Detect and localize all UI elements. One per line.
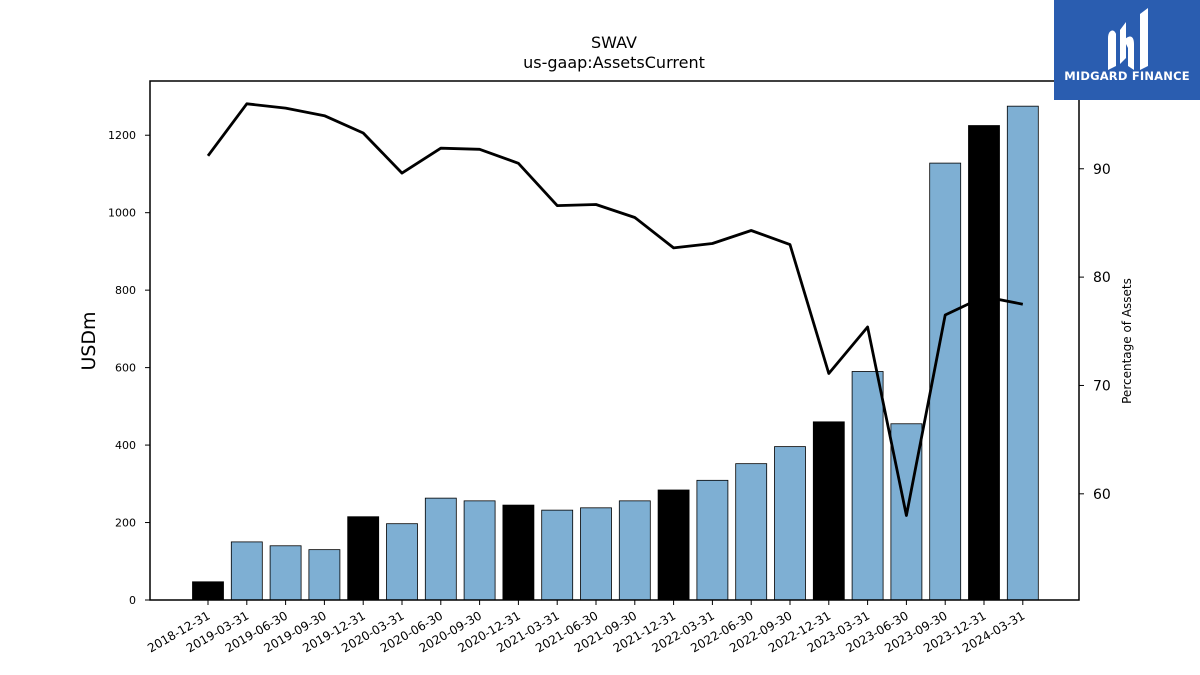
bar-2024-03-31 — [1006, 105, 1039, 601]
bar-2020-06-30 — [424, 497, 457, 601]
x-axis: 2018-12-312019-03-312019-06-302019-09-30… — [145, 600, 1027, 655]
y2-tick-label: 70 — [1093, 378, 1111, 394]
bar-2022-03-31 — [696, 479, 729, 601]
chart-title: SWAV — [591, 33, 637, 52]
plot-frame — [149, 80, 1080, 601]
y-axis-label: USDm — [78, 311, 100, 370]
y-tick-label: 800 — [115, 284, 136, 297]
bar-2023-09-30 — [929, 162, 962, 601]
bar-2023-12-31 — [968, 125, 1000, 601]
y2-tick-label: 90 — [1093, 162, 1111, 178]
bar-2018-12-31 — [192, 581, 224, 601]
bar-2020-03-31 — [386, 523, 418, 601]
chart-subtitle: us-gaap:AssetsCurrent — [523, 53, 705, 72]
y-tick-label: 600 — [115, 362, 136, 375]
bar-2022-09-30 — [774, 446, 806, 601]
y2-tick-label: 60 — [1093, 487, 1111, 503]
bar-2023-03-31 — [851, 371, 884, 601]
bar-2019-12-31 — [347, 516, 380, 601]
left-axis: 0 200 400 600 800 1000 1200 — [108, 129, 150, 607]
y-tick-label: 1000 — [108, 207, 136, 220]
y-tick-label: 1200 — [108, 129, 136, 142]
percentage-line — [206, 102, 1024, 517]
y2-tick-label: 80 — [1093, 270, 1111, 286]
bar-2021-12-31 — [657, 489, 690, 601]
bar-2021-09-30 — [618, 500, 651, 601]
y2-axis-label: Percentage of Assets — [1120, 278, 1134, 404]
bar-2020-12-31 — [502, 504, 535, 601]
y-tick-label: 400 — [115, 439, 136, 452]
midgard-m-icon — [1108, 8, 1148, 70]
y-tick-label: 200 — [115, 517, 136, 530]
bar-2021-03-31 — [541, 509, 574, 601]
bar-2022-12-31 — [812, 421, 845, 601]
bar-2020-09-30 — [463, 500, 496, 601]
bar-2021-06-30 — [580, 507, 612, 601]
bar-2019-06-30 — [269, 545, 302, 601]
bars-layer — [192, 105, 1039, 601]
right-axis: 60 70 80 90 — [1079, 162, 1111, 503]
y-tick-label: 0 — [129, 594, 136, 607]
line-layer — [206, 102, 1024, 517]
brand-name: MIDGARD FINANCE — [1064, 69, 1190, 83]
bar-2019-09-30 — [308, 549, 341, 601]
bar-2022-06-30 — [735, 463, 768, 601]
bar-2019-03-31 — [230, 541, 263, 601]
brand-logo: MIDGARD FINANCE — [1054, 0, 1200, 100]
